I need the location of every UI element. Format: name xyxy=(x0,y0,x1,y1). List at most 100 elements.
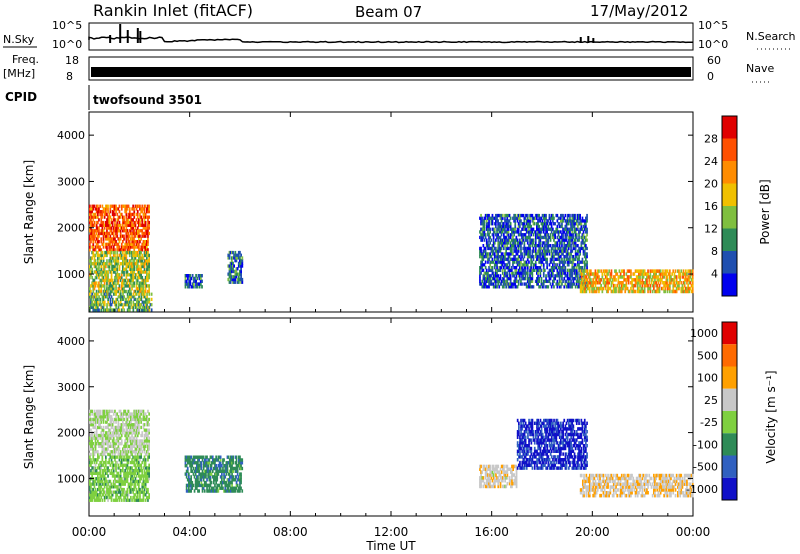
heatmap-cell xyxy=(673,272,676,276)
heatmap-cell xyxy=(147,267,149,271)
heatmap-cell xyxy=(123,220,125,225)
heatmap-cell xyxy=(228,275,231,279)
heatmap-cell xyxy=(94,305,97,309)
heatmap-cell xyxy=(539,285,542,289)
heatmap-cell xyxy=(112,248,115,252)
heatmap-cell xyxy=(101,204,104,208)
heatmap-cell xyxy=(523,282,526,286)
heatmap-cell xyxy=(634,278,637,282)
heatmap-cell xyxy=(561,213,563,218)
heatmap-cell xyxy=(135,292,138,296)
heatmap-cell xyxy=(97,409,99,413)
heatmap-cell xyxy=(126,295,129,299)
heatmap-cell xyxy=(137,303,139,307)
heatmap-cell xyxy=(94,469,97,473)
heatmap-cell xyxy=(546,246,548,251)
heatmap-cell xyxy=(126,412,129,416)
heatmap-cell xyxy=(628,289,631,294)
heatmap-cell xyxy=(125,250,128,255)
heatmap-cell xyxy=(567,279,570,283)
heatmap-cell xyxy=(534,260,537,264)
heatmap-cell xyxy=(136,490,139,494)
heatmap-cell xyxy=(134,292,137,296)
heatmap-cell xyxy=(663,281,665,285)
colorbar-tick-label: 16 xyxy=(704,200,718,213)
heatmap-cell xyxy=(147,308,149,312)
heatmap-cell xyxy=(101,482,104,486)
heatmap-cell xyxy=(117,289,120,294)
heatmap-cell xyxy=(100,267,103,271)
heatmap-cell xyxy=(144,463,147,467)
heatmap-cell xyxy=(544,213,546,218)
heatmap-cell xyxy=(117,425,120,430)
heatmap-cell xyxy=(485,241,488,245)
heatmap-cell xyxy=(110,436,113,440)
heatmap-cell xyxy=(148,447,150,451)
heatmap-cell xyxy=(142,425,145,430)
heatmap-cell xyxy=(624,286,627,291)
heatmap-cell xyxy=(542,271,545,275)
heatmap-cell xyxy=(536,279,538,283)
heatmap-cell xyxy=(656,275,659,279)
heatmap-cell xyxy=(198,276,201,281)
heatmap-cell xyxy=(482,230,485,234)
heatmap-cell xyxy=(136,455,139,459)
heatmap-cell xyxy=(144,417,147,422)
heatmap-cell xyxy=(143,250,146,255)
heatmap-cell xyxy=(561,244,563,248)
heatmap-cell xyxy=(133,284,136,288)
heatmap-cell xyxy=(122,284,124,288)
heatmap-cell xyxy=(119,463,122,467)
heatmap-cell xyxy=(594,278,597,282)
heatmap-cell xyxy=(92,490,95,494)
heatmap-cell xyxy=(111,237,114,241)
heatmap-cell xyxy=(112,466,115,470)
heatmap-cell xyxy=(541,219,544,223)
heatmap-cell xyxy=(507,268,510,272)
heatmap-cell xyxy=(123,248,125,252)
heatmap-cell xyxy=(101,297,104,301)
heatmap-cell xyxy=(525,249,528,253)
heatmap-cell xyxy=(108,248,111,252)
heatmap-cell xyxy=(648,278,651,282)
heatmap-cell xyxy=(521,233,523,237)
heatmap-cell xyxy=(519,274,521,278)
heatmap-cell xyxy=(139,474,141,478)
heatmap-cell xyxy=(186,466,189,471)
heatmap-cell xyxy=(513,241,515,245)
heatmap-cell xyxy=(124,220,126,225)
heatmap-cell xyxy=(228,264,231,268)
heatmap-cell xyxy=(679,272,681,276)
heatmap-cell xyxy=(106,287,108,291)
heatmap-cell xyxy=(548,268,551,272)
heatmap-cell xyxy=(666,269,669,273)
heatmap-cell xyxy=(97,270,99,274)
heatmap-cell xyxy=(566,244,569,248)
heatmap-cell xyxy=(529,246,531,251)
heatmap-cell xyxy=(119,250,122,255)
heatmap-cell xyxy=(117,450,120,454)
colorbar-frame xyxy=(721,115,738,297)
heatmap-cell xyxy=(531,249,534,253)
heatmap-cell xyxy=(585,278,588,282)
heatmap-cell xyxy=(552,219,554,223)
heatmap-cell xyxy=(115,469,117,473)
heatmap-cell xyxy=(140,469,142,473)
heatmap-cell xyxy=(91,204,93,208)
heatmap-cell xyxy=(572,255,575,259)
heatmap-cell xyxy=(555,241,558,245)
heatmap-cell xyxy=(570,235,572,240)
heatmap-cell xyxy=(95,267,98,271)
heatmap-cell xyxy=(489,241,491,245)
heatmap-cell xyxy=(99,466,101,470)
heatmap-cell xyxy=(118,490,121,494)
heatmap-cell xyxy=(563,266,566,270)
heatmap-cell xyxy=(131,460,133,465)
heatmap-cell xyxy=(488,224,490,229)
heatmap-cell xyxy=(186,489,189,493)
heatmap-cell xyxy=(133,495,136,500)
heatmap-cell xyxy=(609,286,612,291)
heatmap-cell xyxy=(566,268,569,272)
heatmap-cell xyxy=(651,275,654,279)
heatmap-cell xyxy=(115,234,117,238)
